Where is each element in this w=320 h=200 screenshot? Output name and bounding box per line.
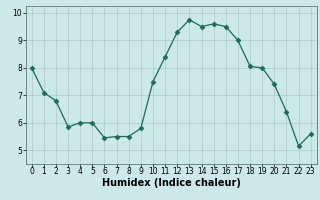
X-axis label: Humidex (Indice chaleur): Humidex (Indice chaleur) [102, 178, 241, 188]
